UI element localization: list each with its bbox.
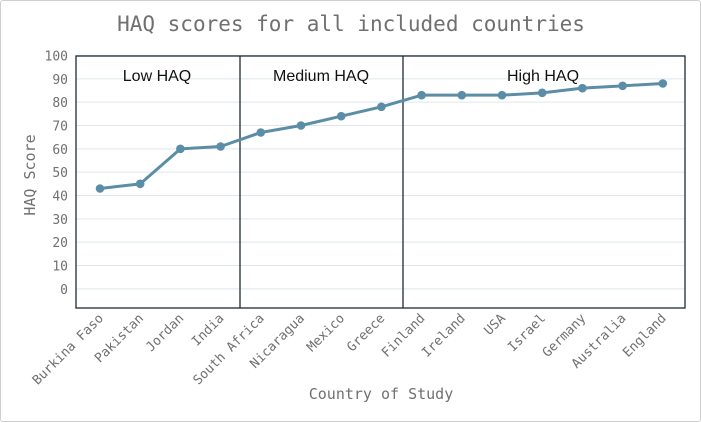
x-tick-label: Burkina Faso (30, 311, 107, 388)
y-tick-label: 0 (60, 283, 68, 298)
y-tick-label: 50 (52, 166, 68, 181)
x-axis-label: Country of Study (309, 385, 454, 403)
chart-title: HAQ scores for all included countries (117, 12, 585, 36)
y-tick-label: 40 (52, 190, 68, 205)
y-tick-label: 60 (52, 143, 68, 158)
y-tick-label: 30 (52, 213, 68, 228)
grid-lines (76, 55, 685, 290)
data-point (578, 83, 587, 93)
x-tick-label: USA (482, 311, 509, 338)
region-label: Low HAQ (123, 68, 191, 85)
data-point (176, 144, 185, 154)
x-tick-label: Ireland (419, 311, 468, 360)
region-label: High HAQ (507, 68, 579, 85)
data-point (377, 102, 386, 112)
data-point (497, 90, 507, 100)
data-point (296, 121, 306, 130)
series-line (99, 82, 663, 190)
y-tick-label: 20 (52, 236, 68, 251)
x-tick-label: South Africa (191, 311, 268, 388)
data-point (417, 90, 426, 100)
data-point (256, 128, 266, 137)
y-axis-ticks: 0 10 20 30 40 50 60 70 80 90 100 (45, 50, 68, 298)
series-haq (95, 79, 668, 193)
y-tick-label: 100 (45, 50, 68, 65)
y-axis-label: HAQ Score (21, 134, 39, 215)
x-tick-label: Finland (379, 311, 428, 360)
data-point (135, 179, 145, 189)
data-point (216, 142, 225, 151)
data-point (457, 90, 467, 100)
y-tick-label: 10 (52, 260, 68, 275)
x-tick-label: Mexico (304, 311, 348, 355)
data-point (618, 81, 627, 91)
region-separators: Low HAQ Medium HAQ High HAQ (123, 56, 579, 308)
x-tick-label: India (189, 311, 227, 349)
y-tick-label: 70 (52, 120, 68, 135)
data-point (537, 88, 547, 98)
x-tick-label: Jordan (143, 311, 187, 355)
data-point (336, 111, 346, 121)
y-tick-label: 90 (52, 73, 68, 88)
plot-border (75, 55, 686, 309)
y-tick-label: 80 (52, 96, 68, 111)
x-tick-label: England (620, 311, 669, 360)
data-point (95, 184, 105, 193)
data-point (658, 79, 668, 88)
region-label: Medium HAQ (273, 68, 369, 85)
